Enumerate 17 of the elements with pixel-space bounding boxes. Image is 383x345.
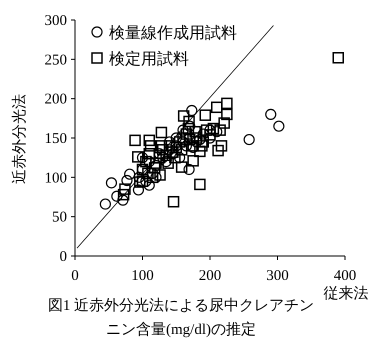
y-tick-label: 250 [44,52,67,68]
y-tick-label: 100 [44,170,67,186]
legend-label: 検定用試料 [109,50,189,68]
x-axis-title: 従来法 [324,285,368,302]
x-tick-label: 200 [198,268,222,284]
x-tick-label: 300 [266,268,289,284]
y-tick-label: 0 [60,249,67,265]
y-tick-label: 300 [44,13,67,29]
x-tick-label: 400 [334,268,356,284]
text: 図1 近赤外分光法による尿中クレアチンニン含量(mg/dl)の推定 [46,296,316,340]
x-tick-label: 0 [71,268,79,284]
y-axis-title: 近赤外分光法 [11,94,28,184]
legend-label: 検量線作成用試料 [109,24,237,42]
y-tick-label: 50 [52,210,67,226]
x-tick-label: 100 [131,268,154,284]
y-tick-label: 150 [44,131,67,147]
y-tick-label: 200 [44,92,67,108]
